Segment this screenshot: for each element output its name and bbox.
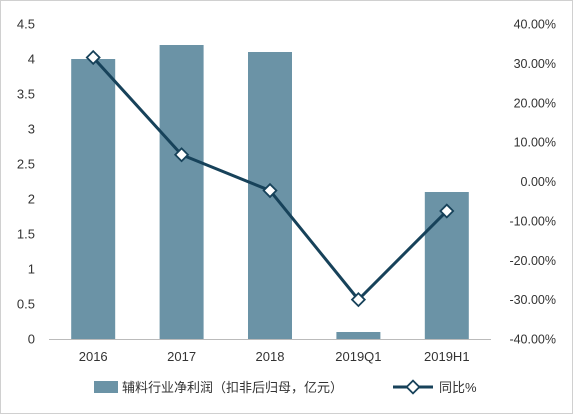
left-tick-label: 3.5 <box>17 87 35 102</box>
right-tick-label: 20.00% <box>514 96 556 110</box>
bar-2016 <box>71 59 116 339</box>
left-tick-label: 3 <box>28 122 35 137</box>
left-tick-label: 1 <box>28 262 35 277</box>
bar-2017 <box>159 45 204 339</box>
right-tick-label: 0.00% <box>521 175 556 189</box>
legend: 辅料行业净利润（扣非后归母，亿元） 同比% <box>94 379 477 395</box>
left-tick-label: 2.5 <box>17 157 35 172</box>
right-tick-label: -10.00% <box>509 214 556 228</box>
left-tick-label: 4 <box>28 52 35 67</box>
x-tick-label: 2017 <box>167 349 196 364</box>
right-tick-label: 40.00% <box>514 18 556 32</box>
x-tick-label: 2016 <box>79 349 108 364</box>
legend-bar-swatch <box>94 381 118 393</box>
left-tick-label: 4.5 <box>17 17 35 32</box>
line-series <box>85 49 455 308</box>
right-tick-label: -30.00% <box>509 293 556 307</box>
legend-line-label: 同比% <box>439 380 477 395</box>
left-tick-label: 2 <box>28 192 35 207</box>
yoy-marker-2019H1 <box>439 203 455 219</box>
left-tick-label: 1.5 <box>17 227 35 242</box>
legend-line-marker <box>405 379 421 395</box>
x-axis-ticks: 2016 2017 2018 2019Q1 2019H1 <box>79 349 470 364</box>
yoy-marker-2016 <box>85 49 101 66</box>
right-tick-label: 30.00% <box>514 57 556 71</box>
left-tick-label: 0 <box>28 332 35 347</box>
x-tick-label: 2018 <box>256 349 285 364</box>
right-tick-label: 10.00% <box>514 136 556 150</box>
yoy-marker-2017 <box>173 147 190 163</box>
right-axis-ticks: -40.00% -30.00% -20.00% -10.00% 0.00% 10.00% 2… <box>509 18 556 347</box>
bar-2019Q1 <box>336 332 381 339</box>
x-tick-label: 2019Q1 <box>335 349 381 364</box>
yoy-marker-2019Q1 <box>350 291 367 308</box>
right-tick-label: -20.00% <box>509 254 556 268</box>
right-tick-label: -40.00% <box>509 333 556 347</box>
yoy-marker-2018 <box>262 182 278 199</box>
left-tick-label: 0.5 <box>17 297 35 312</box>
bar-series <box>71 45 469 339</box>
legend-bar-label: 辅料行业净利润（扣非后归母，亿元） <box>122 380 343 395</box>
x-tick-label: 2019H1 <box>424 349 470 364</box>
left-axis-ticks: 0 0.5 1 1.5 2 2.5 3 3.5 4 4.5 <box>17 17 35 347</box>
